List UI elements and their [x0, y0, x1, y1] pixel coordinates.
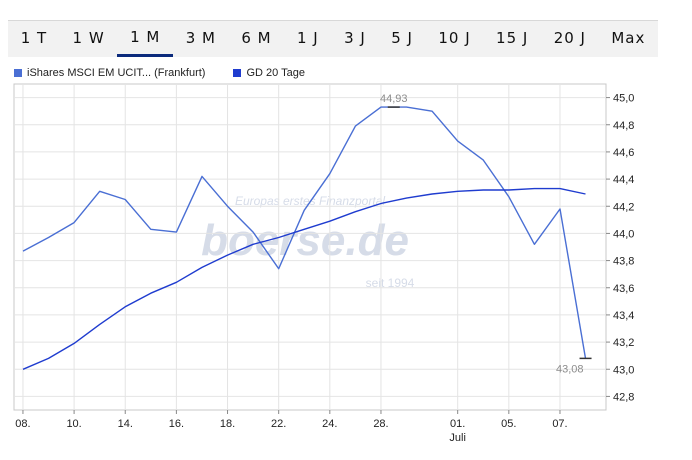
- y-tick-label: 43,6: [613, 283, 634, 295]
- x-tick-label: 16.: [169, 418, 184, 430]
- legend-label-gd20: GD 20 Tage: [246, 67, 305, 79]
- x-sub-label: Juli: [449, 432, 466, 444]
- y-tick-label: 44,6: [613, 147, 634, 159]
- plot-frame: [13, 83, 607, 411]
- tab-max[interactable]: Max: [611, 29, 646, 47]
- y-tick-label: 44,4: [613, 174, 634, 186]
- series-line-gd20: [22, 187, 586, 370]
- tab-6m[interactable]: 6 M: [241, 29, 272, 47]
- watermark-since: seit 1994: [366, 276, 415, 290]
- tab-1m[interactable]: 1 M: [117, 21, 174, 57]
- y-tick-label: 44,0: [613, 228, 634, 240]
- tab-1w[interactable]: 1 W: [72, 29, 105, 47]
- timeframe-tabs: 1 T 1 W 1 M 3 M 6 M 1 J 3 J 5 J 10 J 15 …: [8, 20, 658, 57]
- legend-label-price: iShares MSCI EM UCIT... (Frankfurt): [27, 67, 206, 79]
- tab-5j[interactable]: 5 J: [391, 29, 413, 47]
- series-lines: [22, 106, 587, 370]
- y-tick-label: 44,2: [613, 201, 634, 213]
- tab-1t[interactable]: 1 T: [20, 29, 48, 47]
- grid: [13, 83, 607, 411]
- legend-swatch-gd20: [233, 69, 242, 77]
- y-tick-label: 43,0: [613, 364, 634, 376]
- x-tick-label: 24.: [322, 418, 337, 430]
- y-tick-label: 43,4: [613, 310, 634, 322]
- tab-20j[interactable]: 20 J: [553, 29, 586, 47]
- x-tick-label: 05.: [501, 418, 516, 430]
- x-tick-label: 01.: [450, 418, 465, 430]
- chart-legend: iShares MSCI EM UCIT... (Frankfurt) GD 2…: [14, 64, 333, 82]
- series-line-price: [22, 106, 587, 359]
- watermark: Europas erstes Finanzportal boerse.de se…: [201, 194, 415, 290]
- x-tick-label: 22.: [271, 418, 286, 430]
- x-tick-label: 28.: [373, 418, 388, 430]
- tab-1j[interactable]: 1 J: [297, 29, 319, 47]
- x-tick-label: 08.: [15, 418, 30, 430]
- x-tick-label: 18.: [220, 418, 235, 430]
- x-tick-label: 10.: [66, 418, 81, 430]
- y-tick-label: 45,0: [613, 93, 634, 105]
- annotations: 44,93 43,08: [380, 93, 592, 375]
- tab-3j[interactable]: 3 J: [344, 29, 366, 47]
- y-tick-label: 44,8: [613, 120, 634, 132]
- axes: 42,8 43,0 43,2 43,4 43,6 43,8 44,0 44,2 44,4 44,6…: [15, 93, 634, 444]
- tab-15j[interactable]: 15 J: [496, 29, 529, 47]
- annotation-label: 44,93: [380, 93, 408, 105]
- y-tick-label: 43,2: [613, 337, 634, 349]
- y-tick-label: 42,8: [613, 391, 634, 403]
- legend-item-gd20[interactable]: GD 20 Tage: [233, 67, 305, 79]
- tab-10j[interactable]: 10 J: [438, 29, 471, 47]
- legend-swatch-price: [14, 69, 22, 77]
- tab-3m[interactable]: 3 M: [185, 29, 216, 47]
- x-tick-label: 07.: [552, 418, 567, 430]
- y-tick-label: 43,8: [613, 256, 634, 268]
- legend-item-price[interactable]: iShares MSCI EM UCIT... (Frankfurt): [14, 67, 205, 79]
- annotation-label: 43,08: [556, 363, 584, 375]
- x-tick-label: 14.: [118, 418, 133, 430]
- watermark-brand: boerse.de: [201, 216, 409, 265]
